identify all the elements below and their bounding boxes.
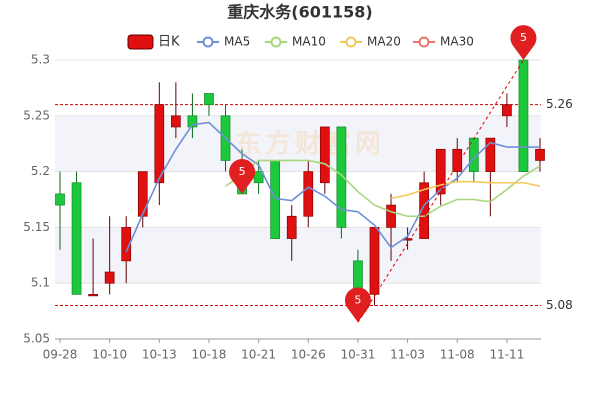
legend-label: MA5 [224,35,250,49]
candle-body [253,171,264,184]
candle-body [154,104,165,184]
x-tick-label: 10-18 [192,348,227,362]
x-tick-label: 09-28 [43,348,78,362]
candle-body [55,193,65,206]
y-tick-label: 5.05 [23,332,50,346]
x-tick-label: 11-11 [489,348,524,362]
candle-body [71,182,82,295]
trend-line [357,59,524,323]
candle-body [88,294,98,297]
candle-body [286,215,297,239]
x-tick-label: 10-10 [92,348,127,362]
candle-body [204,93,214,105]
legend-icon [345,36,357,48]
candle-body [485,137,496,172]
ma-line [125,121,540,253]
x-tick-label: 11-03 [390,348,425,362]
watermark: 东方财富网 [235,129,385,160]
candle-body [502,104,512,117]
pin-marker [510,25,537,60]
pin-label: 5 [239,165,246,178]
pin-marker [344,287,371,323]
chart-title: 重庆水务(601158) [227,3,372,22]
candle-body [171,115,181,128]
legend-label: MA10 [292,35,326,49]
candle-body [386,204,396,228]
candle-body [535,148,545,161]
reference-label: 5.26 [546,97,573,111]
legend-icon [202,36,214,48]
candle-body [518,59,529,172]
ma-line [390,180,541,200]
candle-body [319,126,330,184]
pin-marker [229,158,256,194]
legend-icon [270,36,282,48]
x-tick-label: 10-26 [291,348,326,362]
y-tick-label: 5.25 [23,108,50,122]
ma-line [225,159,541,218]
x-tick-label: 10-31 [340,348,375,362]
y-tick-label: 5.3 [31,53,50,67]
legend-icon [127,34,154,50]
legend-label: MA20 [367,35,401,49]
reference-label: 5.08 [546,298,573,312]
candle-body [303,171,314,217]
candle-body [187,115,198,128]
candle-body [452,148,463,172]
x-tick-label: 10-13 [142,348,177,362]
grid-band [55,227,541,284]
candle-body [435,148,446,195]
y-tick-label: 5.2 [31,164,50,178]
candle-body [121,227,132,262]
y-tick-label: 5.15 [23,220,50,234]
legend-label: MA30 [440,35,474,49]
legend-label: 日K [158,35,180,50]
y-tick-label: 5.1 [31,276,50,290]
pin-label: 5 [520,31,527,44]
candle-body [369,227,380,295]
legend-icon [418,36,430,48]
pin-label: 5 [354,293,361,306]
x-tick-label: 10-21 [241,348,276,362]
candle-body [336,126,347,228]
candle-body [137,171,148,217]
candle-body [104,271,115,284]
x-tick-label: 11-08 [440,348,475,362]
